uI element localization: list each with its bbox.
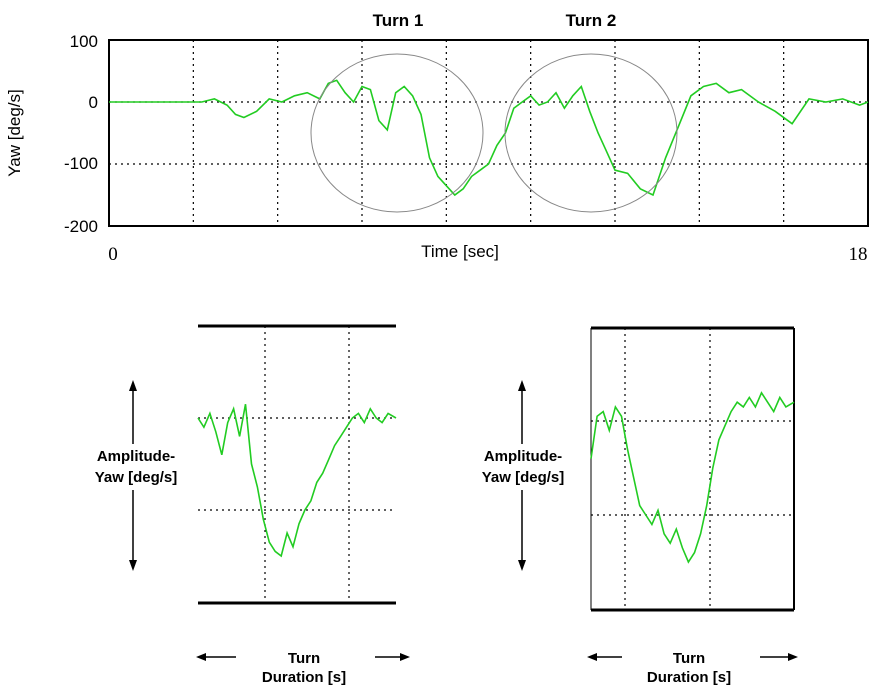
detail-1-amplitude-label-line2: Yaw [deg/s] [95, 469, 178, 486]
x-tick-start: 0 [108, 244, 118, 265]
detail-1-series-line [197, 404, 397, 558]
main-plot-frame [108, 39, 869, 227]
detail-1-duration-label-line1: Turn [288, 650, 320, 667]
x-axis-label: Time [sec] [421, 242, 499, 261]
detail-2-duration-label-line2: Duration [s] [647, 669, 731, 686]
detail-2-amplitude-label-line2: Yaw [deg/s] [482, 469, 565, 486]
turn-2-label: Turn 2 [566, 11, 617, 30]
turn-2-circle [504, 53, 678, 213]
detail-1-amplitude-label-line1: Amplitude- [97, 448, 175, 465]
x-tick-end: 18 [849, 244, 868, 265]
turn-1-label: Turn 1 [373, 11, 424, 30]
y-tick-0: 0 [89, 93, 98, 112]
y-tick-minus-100: -100 [64, 154, 98, 173]
detail-2-series-line [590, 391, 795, 564]
detail-2-amplitude-label-line1: Amplitude- [484, 448, 562, 465]
detail-1-duration-arrow [196, 653, 410, 661]
main-chart: Turn 1 Turn 2 100 0 -100 -200 Yaw [deg/s… [5, 11, 869, 265]
detail-chart-1: Amplitude- Yaw [deg/s] Turn Duration [s] [78, 324, 410, 686]
detail-chart-2: Amplitude- Yaw [deg/s] Turn Duration [s] [465, 326, 798, 686]
detail-2-duration-label-line1: Turn [673, 650, 705, 667]
y-tick-100: 100 [70, 32, 98, 51]
y-axis-label: Yaw [deg/s] [5, 89, 24, 177]
main-series-line [109, 79, 869, 197]
turn-1-circle [310, 53, 484, 213]
y-tick-minus-200: -200 [64, 217, 98, 236]
detail-2-duration-arrow [587, 653, 798, 661]
detail-1-duration-label-line2: Duration [s] [262, 669, 346, 686]
